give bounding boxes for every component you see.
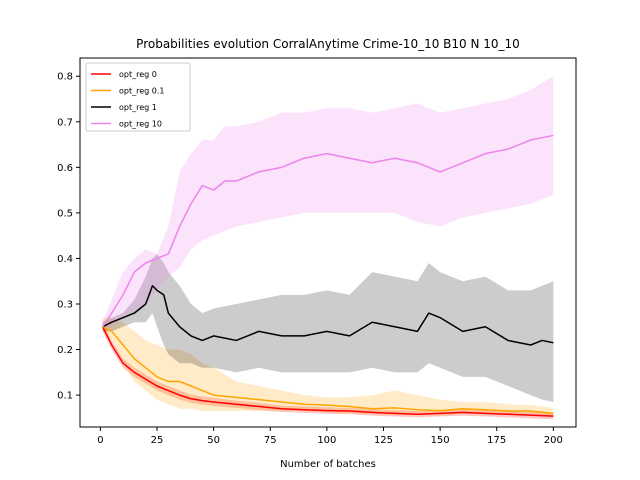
y-tick-label: 0.1 <box>57 391 73 402</box>
legend-label-opt-reg-10: opt_reg 10 <box>119 120 162 129</box>
confidence-bands <box>102 76 554 420</box>
line-opt-reg-1 <box>102 285 554 346</box>
x-tick-label: 175 <box>487 435 506 446</box>
y-tick-label: 0.5 <box>57 208 73 219</box>
x-tick-label: 50 <box>207 435 220 446</box>
legend: opt_reg 0 opt_reg 0.1 opt_reg 1 opt_reg 10 <box>85 62 191 132</box>
y-tick-label: 0.7 <box>57 117 73 128</box>
chart-title: Probabilities evolution CorralAnytime Cr… <box>136 37 520 51</box>
y-tick-label: 0.3 <box>57 300 73 311</box>
legend-label-opt-reg-0: opt_reg 0 <box>119 70 157 79</box>
plot-area-frame <box>79 57 577 428</box>
legend-label-opt-reg-0-1: opt_reg 0.1 <box>119 87 165 96</box>
y-tick-label: 0.2 <box>57 345 73 356</box>
x-tick-label: 150 <box>431 435 450 446</box>
x-axis-label: Number of batches <box>280 459 376 470</box>
y-tick-label: 0.4 <box>57 254 73 265</box>
x-tick-label: 125 <box>374 435 393 446</box>
line-opt-reg-0 <box>101 326 554 417</box>
series-lines <box>101 134 554 417</box>
x-tick-label: 25 <box>151 435 164 446</box>
x-tick-label: 75 <box>264 435 277 446</box>
legend-frame <box>85 62 191 132</box>
x-tick-label: 100 <box>317 435 336 446</box>
y-tick-label: 0.6 <box>57 163 73 174</box>
y-tick-label: 0.8 <box>57 72 73 83</box>
x-tick-label: 0 <box>97 435 103 446</box>
line-opt-reg-10 <box>102 134 554 328</box>
band-opt-reg-10 <box>102 76 554 332</box>
band-opt-reg-0-1 <box>102 317 554 417</box>
x-tick-label: 200 <box>544 435 563 446</box>
y-axis-ticks: 0.1 0.2 0.3 0.4 0.5 0.6 0.7 0.8 <box>57 72 80 402</box>
x-axis-ticks: 0 25 50 75 100 125 150 175 200 <box>97 427 563 446</box>
legend-label-opt-reg-1: opt_reg 1 <box>119 103 157 112</box>
band-opt-reg-1 <box>102 253 554 402</box>
line-opt-reg-0-1 <box>102 326 554 415</box>
